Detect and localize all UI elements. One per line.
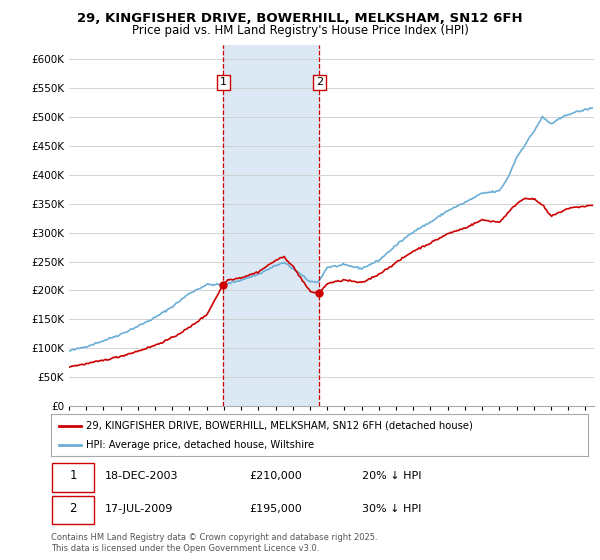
FancyBboxPatch shape xyxy=(52,463,94,492)
Text: £195,000: £195,000 xyxy=(250,503,302,514)
Text: 20% ↓ HPI: 20% ↓ HPI xyxy=(362,471,422,481)
Text: 18-DEC-2003: 18-DEC-2003 xyxy=(105,471,178,481)
Text: HPI: Average price, detached house, Wiltshire: HPI: Average price, detached house, Wilt… xyxy=(86,440,314,450)
Text: 29, KINGFISHER DRIVE, BOWERHILL, MELKSHAM, SN12 6FH (detached house): 29, KINGFISHER DRIVE, BOWERHILL, MELKSHA… xyxy=(86,421,473,431)
Text: Contains HM Land Registry data © Crown copyright and database right 2025.
This d: Contains HM Land Registry data © Crown c… xyxy=(51,533,377,553)
Text: 2: 2 xyxy=(69,502,77,515)
Text: 1: 1 xyxy=(220,77,227,87)
FancyBboxPatch shape xyxy=(52,496,94,524)
Text: Price paid vs. HM Land Registry's House Price Index (HPI): Price paid vs. HM Land Registry's House … xyxy=(131,24,469,36)
Text: 1: 1 xyxy=(69,469,77,482)
Text: 2: 2 xyxy=(316,77,323,87)
Bar xyxy=(223,45,319,406)
Text: £210,000: £210,000 xyxy=(250,471,302,481)
Text: 30% ↓ HPI: 30% ↓ HPI xyxy=(362,503,422,514)
Text: 17-JUL-2009: 17-JUL-2009 xyxy=(105,503,173,514)
Text: 29, KINGFISHER DRIVE, BOWERHILL, MELKSHAM, SN12 6FH: 29, KINGFISHER DRIVE, BOWERHILL, MELKSHA… xyxy=(77,12,523,25)
